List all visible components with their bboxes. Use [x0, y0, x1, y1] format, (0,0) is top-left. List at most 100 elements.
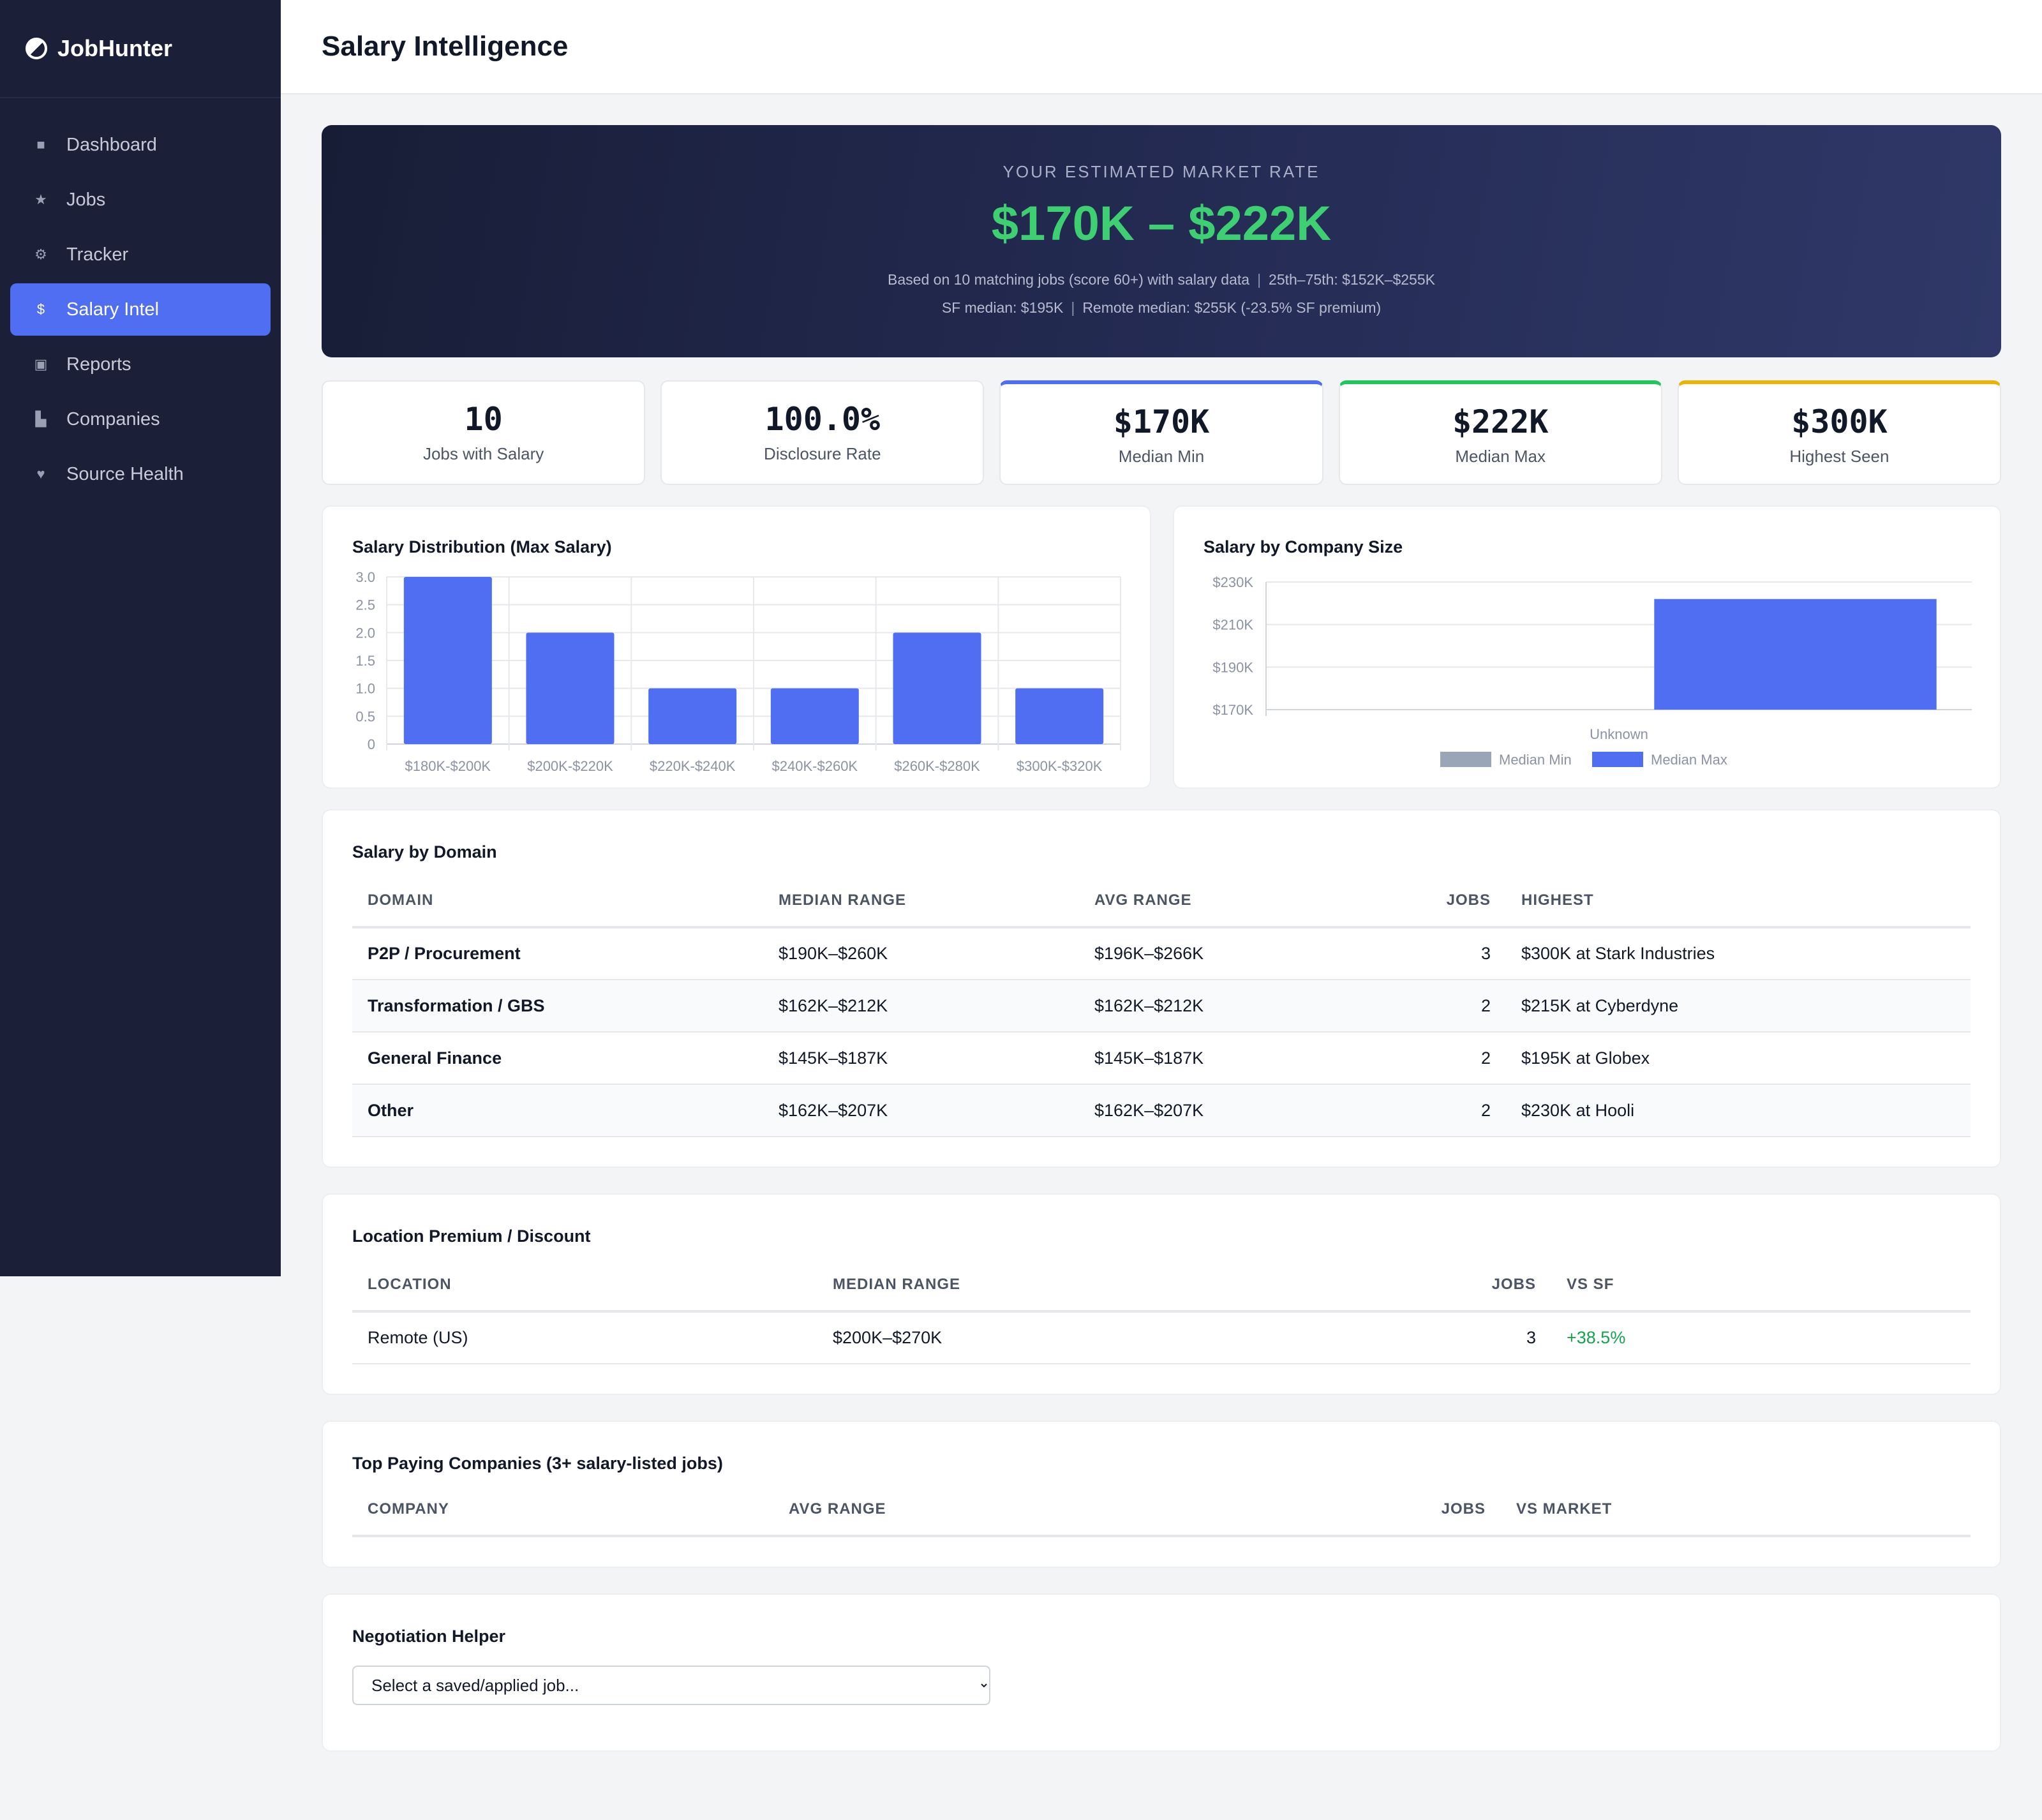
median-range-cell: $145K–$187K: [763, 1032, 1079, 1085]
location-premium-card: Location Premium / Discount LOCATION MED…: [322, 1193, 2001, 1395]
domain-cell: P2P / Procurement: [352, 927, 763, 980]
sidebar-item-label: Dashboard: [66, 134, 157, 155]
domain-table: DOMAIN MEDIAN RANGE AVG RANGE JOBS HIGHE…: [352, 891, 1971, 1137]
sidebar-item-label: Reports: [66, 354, 131, 375]
avg-range-cell: $196K–$266K: [1079, 927, 1392, 980]
col-jobs[interactable]: JOBS: [1392, 891, 1506, 929]
salary-distribution-chart: 0 0.5 1.0 1.5 2.0 2.5 3.0 $180K-$200K $200K-$220…: [355, 569, 1121, 774]
x-tick-label: $240K-$260K: [772, 758, 858, 774]
y-tick-label: 2.0: [355, 625, 375, 641]
stat-value: 100.0%: [764, 401, 881, 438]
sidebar-item-dashboard[interactable]: ■ Dashboard: [10, 119, 271, 171]
col-jobs[interactable]: JOBS: [1412, 1500, 1501, 1537]
col-avg-range[interactable]: AVG RANGE: [773, 1500, 1412, 1537]
charts-row: Salary Distribution (Max Salary) 0 0.5 1.0…: [322, 505, 2001, 789]
gear-icon: ⚙: [34, 246, 47, 262]
sidebar-item-label: Source Health: [66, 463, 184, 484]
stat-label: Median Min: [1118, 447, 1205, 466]
brand[interactable]: JobHunter: [0, 0, 281, 98]
square-icon: ■: [36, 137, 45, 153]
highest-cell: $215K at Cyberdyne: [1506, 980, 1971, 1033]
table-title: Salary by Domain: [352, 842, 497, 862]
y-tick-label: $210K: [1212, 617, 1253, 633]
salary-by-domain-card: Salary by Domain DOMAIN MEDIAN RANGE AVG…: [322, 809, 2001, 1168]
hero-basis: Based on 10 matching jobs (score 60+) wi…: [888, 271, 1250, 288]
table-row[interactable]: P2P / Procurement $190K–$260K $196K–$266…: [352, 927, 1971, 980]
jobs-cell: 3: [1392, 927, 1506, 980]
stat-median-max: $222K Median Max: [1338, 380, 1662, 485]
sidebar-item-companies[interactable]: ▙ Companies: [10, 393, 271, 445]
stat-highest-seen: $300K Highest Seen: [1677, 380, 2002, 485]
hero-subtext: Based on 10 matching jobs (score 60+) wi…: [322, 265, 2001, 322]
top-paying-companies-card: Top Paying Companies (3+ salary-listed j…: [322, 1421, 2001, 1568]
hero-line-2: SF median: $195K | Remote median: $255K (-…: [322, 294, 2001, 322]
col-avg-range[interactable]: AVG RANGE: [1079, 891, 1392, 929]
stat-cards: 10 Jobs with Salary 100.0% Disclosure Ra…: [322, 380, 2002, 485]
sidebar-item-label: Salary Intel: [66, 299, 160, 320]
y-tick-label: $190K: [1212, 659, 1253, 675]
stat-value: $170K: [1113, 403, 1210, 440]
hero-range: $170K – $222K: [991, 197, 1332, 251]
vs-sf-cell: +38.5%: [1551, 1311, 1971, 1364]
sidebar-item-source-health[interactable]: ♥ Source Health: [10, 448, 271, 500]
col-median-range[interactable]: MEDIAN RANGE: [763, 891, 1079, 929]
table-row[interactable]: Transformation / GBS $162K–$212K $162K–$…: [352, 980, 1971, 1033]
col-company[interactable]: COMPANY: [352, 1500, 773, 1537]
stat-value: 10: [464, 401, 503, 438]
domain-cell: General Finance: [352, 1032, 763, 1085]
job-select[interactable]: Select a saved/applied job...: [352, 1666, 990, 1705]
legend-label: Median Max: [1651, 752, 1727, 768]
col-median-range[interactable]: MEDIAN RANGE: [817, 1276, 1456, 1313]
sidebar-nav: ■ Dashboard ★ Jobs ⚙ Tracker $ Salary In…: [0, 98, 281, 500]
highest-cell: $300K at Stark Industries: [1506, 927, 1971, 980]
stat-value: $300K: [1791, 403, 1888, 440]
sidebar-item-jobs[interactable]: ★ Jobs: [10, 174, 271, 226]
location-table: LOCATION MEDIAN RANGE JOBS VS SF Remote …: [352, 1276, 1971, 1364]
jobs-cell: 2: [1392, 980, 1506, 1033]
x-tick-label: $300K-$320K: [1017, 758, 1103, 774]
y-tick-label: $170K: [1212, 702, 1253, 718]
bar: [1015, 688, 1104, 744]
heart-icon: ♥: [36, 466, 45, 482]
sidebar: JobHunter ■ Dashboard ★ Jobs ⚙ Tracker $…: [0, 0, 281, 1276]
stat-label: Median Max: [1455, 447, 1546, 466]
domain-cell: Transformation / GBS: [352, 980, 763, 1033]
col-jobs[interactable]: JOBS: [1456, 1276, 1551, 1313]
y-tick-label: 1.0: [355, 681, 375, 697]
sidebar-item-reports[interactable]: ▣ Reports: [10, 338, 271, 391]
x-tick-label: $180K-$200K: [405, 758, 491, 774]
col-location[interactable]: LOCATION: [352, 1276, 817, 1313]
stat-label: Highest Seen: [1789, 447, 1889, 466]
app-name: JobHunter: [57, 35, 172, 61]
stat-value: $222K: [1452, 403, 1549, 440]
table-header-row: COMPANY AVG RANGE JOBS VS MARKET: [352, 1500, 1971, 1537]
jobs-cell: 2: [1392, 1084, 1506, 1137]
chart-title: Salary Distribution (Max Salary): [352, 537, 612, 556]
section-title: Negotiation Helper: [352, 1627, 506, 1646]
table-row[interactable]: Other $162K–$207K $162K–$207K 2 $230K at…: [352, 1084, 1971, 1137]
sidebar-item-salary-intel[interactable]: $ Salary Intel: [10, 283, 271, 336]
avg-range-cell: $162K–$207K: [1079, 1084, 1392, 1137]
stat-label: Disclosure Rate: [764, 444, 881, 463]
bar: [648, 688, 737, 744]
legend-swatch: [1592, 752, 1643, 767]
bar: [770, 688, 859, 744]
separator: |: [1071, 299, 1075, 316]
y-tick-label: 2.5: [355, 597, 375, 613]
table-row[interactable]: General Finance $145K–$187K $145K–$187K …: [352, 1032, 1971, 1085]
col-vs-sf[interactable]: VS SF: [1551, 1276, 1971, 1313]
legend-swatch: [1440, 752, 1491, 767]
company-size-chart: $170K $190K $210K $230K Unknown Median Min Med…: [1212, 574, 1972, 768]
bar-median-max: [1654, 599, 1937, 710]
sidebar-item-tracker[interactable]: ⚙ Tracker: [10, 228, 271, 281]
sidebar-item-label: Companies: [66, 408, 160, 429]
x-tick-label: $220K-$240K: [650, 758, 736, 774]
y-tick-label: 0: [368, 736, 375, 752]
col-vs-market[interactable]: VS MARKET: [1501, 1500, 1971, 1537]
col-highest[interactable]: HIGHEST: [1506, 891, 1971, 929]
table-row[interactable]: Remote (US) $200K–$270K 3 +38.5%: [352, 1311, 1971, 1364]
hero-quartiles: 25th–75th: $152K–$255K: [1269, 271, 1435, 288]
company-size-card: Salary by Company Size $170K $190K $210K $2…: [1173, 505, 2001, 789]
col-domain[interactable]: DOMAIN: [352, 891, 763, 929]
hero-sf-median: SF median: $195K: [941, 299, 1064, 316]
